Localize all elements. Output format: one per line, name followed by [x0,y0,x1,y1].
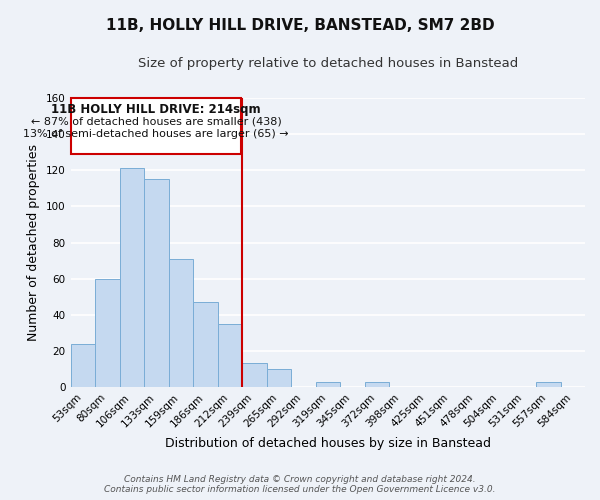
Bar [242,364,266,387]
Bar [365,382,389,387]
Bar [169,259,193,387]
FancyBboxPatch shape [71,98,241,154]
Bar [71,344,95,387]
Text: 13% of semi-detached houses are larger (65) →: 13% of semi-detached houses are larger (… [23,129,289,139]
Text: ← 87% of detached houses are smaller (438): ← 87% of detached houses are smaller (43… [31,116,281,126]
Text: Contains HM Land Registry data © Crown copyright and database right 2024.: Contains HM Land Registry data © Crown c… [124,475,476,484]
Bar [144,180,169,387]
Bar [316,382,340,387]
Bar [95,278,119,387]
Bar [266,369,291,387]
Title: Size of property relative to detached houses in Banstead: Size of property relative to detached ho… [137,58,518,70]
X-axis label: Distribution of detached houses by size in Banstead: Distribution of detached houses by size … [165,437,491,450]
Text: 11B, HOLLY HILL DRIVE, BANSTEAD, SM7 2BD: 11B, HOLLY HILL DRIVE, BANSTEAD, SM7 2BD [106,18,494,32]
Text: Contains public sector information licensed under the Open Government Licence v3: Contains public sector information licen… [104,485,496,494]
Text: 11B HOLLY HILL DRIVE: 214sqm: 11B HOLLY HILL DRIVE: 214sqm [51,104,261,117]
Bar [119,168,144,387]
Bar [218,324,242,387]
Bar [193,302,218,387]
Bar [536,382,560,387]
Y-axis label: Number of detached properties: Number of detached properties [28,144,40,341]
